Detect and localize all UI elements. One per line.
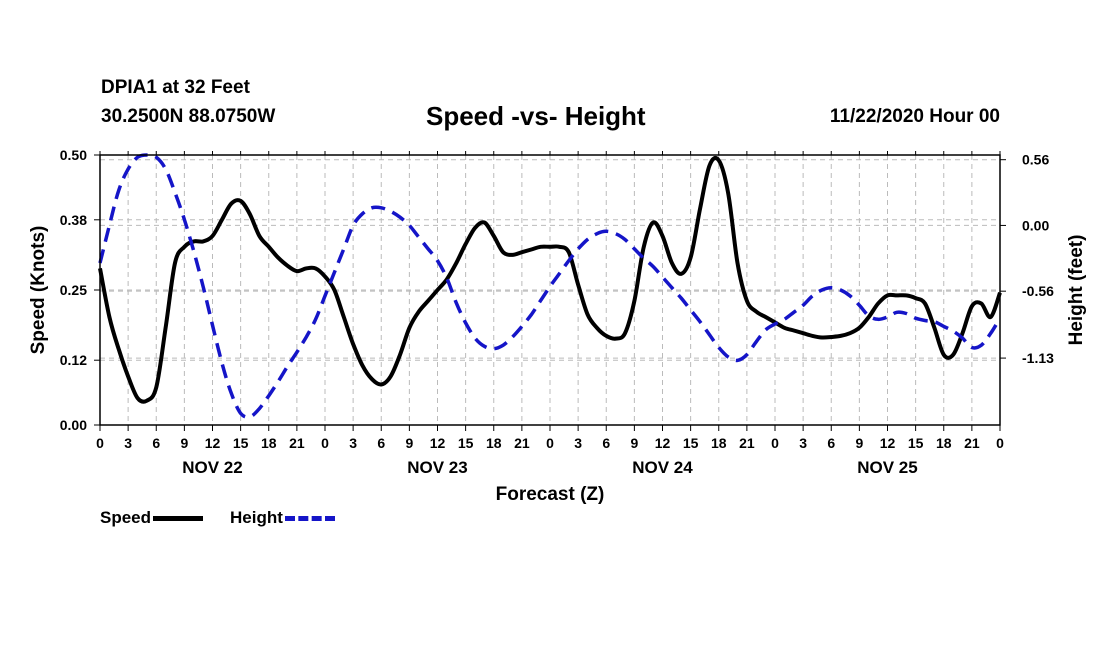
legend-speed: Speed (100, 508, 204, 528)
x-tick-label: 15 (233, 435, 249, 451)
chart-axes: 0 3 6 9 12 15 18 21 0 3 6 9 12 15 18 21 0 3 6 9 12 15 18 21 0 3 6 9… (28, 147, 1087, 505)
speed-series-line (98, 156, 1002, 404)
x-tick-label: 6 (152, 435, 160, 451)
x-tick-label: 3 (124, 435, 132, 451)
station-coordinates: 30.2500N 88.0750W (101, 106, 276, 127)
x-tick-label: 6 (602, 435, 610, 451)
x-axis-title: Forecast (Z) (496, 484, 605, 505)
day-label: NOV 24 (632, 458, 693, 477)
forecast-issue-time: 11/22/2020 Hour 00 (829, 106, 1000, 127)
x-tick-label: 0 (321, 435, 329, 451)
x-tick-label: 15 (458, 435, 474, 451)
x-tick-label: 18 (261, 435, 277, 451)
x-tick-label: 15 (683, 435, 699, 451)
x-tick-label: 21 (289, 435, 305, 451)
x-tick-label: 15 (908, 435, 924, 451)
x-tick-label: 12 (430, 435, 446, 451)
x-tick-label: 6 (377, 435, 385, 451)
legend-height: Height (230, 508, 335, 528)
y-tick-label: 0.00 (60, 417, 87, 433)
x-tick-label: 9 (630, 435, 638, 451)
x-tick-label: 12 (205, 435, 221, 451)
x-tick-label: 18 (936, 435, 952, 451)
y2-tick-label: 0.56 (1022, 152, 1049, 168)
y2-axis-title: Height (feet) (1066, 235, 1087, 346)
x-tick-label: 9 (405, 435, 413, 451)
x-tick-label: 18 (486, 435, 502, 451)
legend-height-dashed-line-icon (284, 515, 335, 521)
legend-speed-line-icon (153, 515, 204, 521)
legend-speed-label: Speed (100, 508, 152, 527)
x-tick-label: 21 (739, 435, 755, 451)
x-tick-label: 9 (180, 435, 188, 451)
day-label: NOV 22 (182, 458, 242, 477)
x-tick-label: 0 (996, 435, 1004, 451)
y-tick-label: 0.38 (60, 212, 87, 228)
y2-tick-label: -0.56 (1022, 283, 1054, 299)
x-tick-label: 12 (655, 435, 671, 451)
x-tick-label: 12 (880, 435, 896, 451)
chart-title: Speed -vs- Height (426, 101, 646, 131)
y-tick-label: 0.50 (60, 147, 87, 163)
station-name: DPIA1 at 32 Feet (101, 77, 250, 98)
x-tick-label: 0 (546, 435, 554, 451)
y2-tick-label: 0.00 (1022, 217, 1049, 233)
x-tick-label: 18 (711, 435, 727, 451)
day-label: NOV 23 (407, 458, 467, 477)
day-label: NOV 25 (857, 458, 917, 477)
x-tick-label: 9 (855, 435, 863, 451)
x-tick-label: 21 (964, 435, 980, 451)
chart-grid (100, 155, 1000, 425)
y-axis-title: Speed (Knots) (28, 226, 49, 355)
height-series-line (98, 153, 1002, 419)
x-tick-label: 21 (514, 435, 530, 451)
x-tick-label: 3 (349, 435, 357, 451)
y2-tick-label: -1.13 (1022, 350, 1054, 366)
x-tick-label: 3 (574, 435, 582, 451)
y-tick-label: 0.12 (60, 352, 87, 368)
x-tick-label: 6 (827, 435, 835, 451)
y-tick-label: 0.25 (60, 282, 87, 298)
x-tick-label: 0 (96, 435, 104, 451)
chart-series (98, 153, 1002, 419)
legend-height-label: Height (230, 508, 283, 527)
x-tick-label: 3 (799, 435, 807, 451)
x-tick-label: 0 (771, 435, 779, 451)
